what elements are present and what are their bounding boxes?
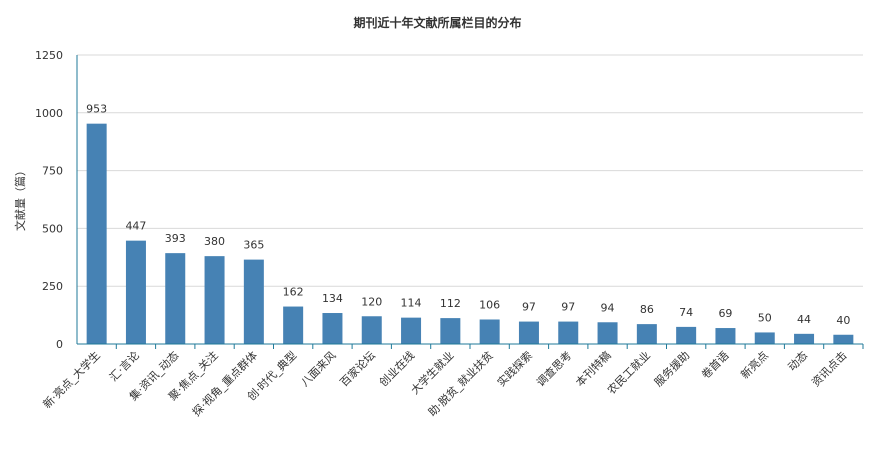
x-tick-label: 新·亮点_大学生 <box>40 348 103 411</box>
bar[interactable] <box>361 316 382 344</box>
x-tick-label: 调查思考 <box>533 348 574 389</box>
y-tick-label: 250 <box>42 280 63 293</box>
x-tick-labels: 新·亮点_大学生 汇·言论集·资讯_动态聚·焦点_关注探·视角_重点群体创·时代_… <box>40 348 850 419</box>
data-label: 97 <box>522 301 536 314</box>
x-tick-label: 新亮点 <box>738 348 771 381</box>
bar[interactable] <box>558 321 579 344</box>
y-tick-label: 750 <box>42 165 63 178</box>
data-label: 447 <box>125 220 146 233</box>
bar[interactable] <box>518 321 539 344</box>
data-label: 120 <box>361 295 382 308</box>
data-label: 134 <box>322 292 343 305</box>
bars <box>86 123 854 344</box>
x-tick-label: 卷首语 <box>698 348 731 381</box>
x-tick-label: 本刊特稿 <box>573 348 614 389</box>
data-label: 74 <box>679 306 693 319</box>
x-tick-label: 动态 <box>785 349 810 374</box>
bar[interactable] <box>479 319 500 344</box>
bar[interactable] <box>794 333 815 344</box>
bar[interactable] <box>283 306 304 344</box>
data-label: 114 <box>401 297 422 310</box>
data-label: 953 <box>86 103 107 116</box>
bar[interactable] <box>440 318 461 344</box>
data-label: 365 <box>243 239 264 252</box>
y-tick-label: 500 <box>42 222 63 235</box>
bar[interactable] <box>754 332 775 344</box>
bar[interactable] <box>676 326 697 344</box>
y-tick-label: 1000 <box>35 107 63 120</box>
x-tick-label: 汇·言论 <box>106 348 142 384</box>
x-tick-label: 八面来风 <box>298 349 338 389</box>
data-label: 380 <box>204 235 225 248</box>
bar[interactable] <box>401 317 422 344</box>
bar[interactable] <box>833 334 854 344</box>
bar[interactable] <box>322 313 343 344</box>
x-tick-label: 助·脱贫_就业扶贫 <box>425 348 496 419</box>
bar[interactable] <box>86 123 107 344</box>
bar[interactable] <box>715 328 736 344</box>
bar[interactable] <box>597 322 618 344</box>
x-tick-label: 农民工就业 <box>604 348 653 397</box>
axes: 0 250 500 750 1000 1250 <box>35 49 864 351</box>
x-tick-label: 创业在线 <box>376 348 417 389</box>
x-tick-label: 实践探索 <box>494 348 535 389</box>
y-tick-label: 1250 <box>35 49 63 62</box>
data-label: 69 <box>718 307 732 320</box>
data-label: 112 <box>440 297 461 310</box>
x-tick-label: 百家论坛 <box>337 348 378 389</box>
bar[interactable] <box>243 259 264 344</box>
x-tick-label: 资讯点击 <box>809 349 849 389</box>
data-label: 50 <box>758 311 772 324</box>
data-label: 97 <box>561 301 575 314</box>
y-tick-label: 0 <box>56 338 63 351</box>
data-label: 162 <box>283 286 304 299</box>
bar[interactable] <box>636 324 657 344</box>
y-axis-label: 文献量（篇） <box>13 165 27 231</box>
bar[interactable] <box>165 253 186 344</box>
data-label: 40 <box>836 314 850 327</box>
data-label: 393 <box>165 232 186 245</box>
x-tick-label: 服务援助 <box>651 348 692 389</box>
data-label: 44 <box>797 313 811 326</box>
gridlines <box>77 54 863 287</box>
x-tick-label: 探·视角_重点群体 <box>189 348 260 419</box>
data-label: 106 <box>479 298 500 311</box>
data-label: 86 <box>640 303 654 316</box>
bar[interactable] <box>204 256 225 344</box>
bar[interactable] <box>125 240 146 344</box>
data-label: 94 <box>601 301 615 314</box>
data-labels: 953 447 393 380 365 162 134 120 114 112 106 97 97 94 8… <box>86 103 850 327</box>
chart-title: 期刊近十年文献所属栏目的分布 <box>353 15 521 30</box>
